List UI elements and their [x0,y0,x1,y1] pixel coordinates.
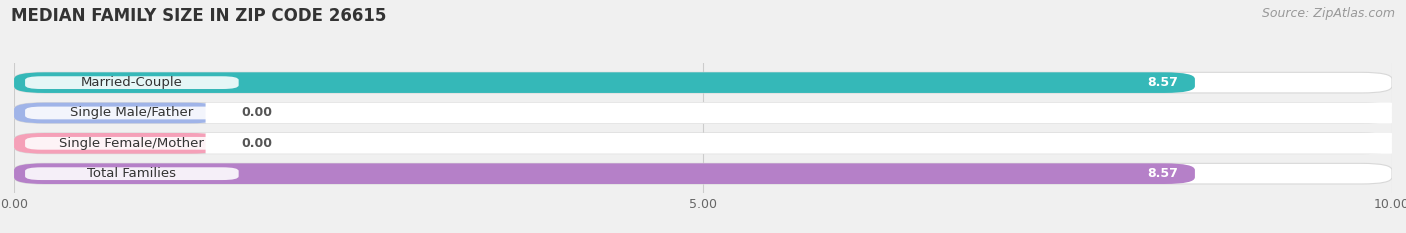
FancyBboxPatch shape [25,167,239,180]
FancyBboxPatch shape [25,137,239,150]
Text: 0.00: 0.00 [242,137,273,150]
Text: Total Families: Total Families [87,167,176,180]
Text: 8.57: 8.57 [1147,76,1178,89]
Text: Single Female/Mother: Single Female/Mother [59,137,204,150]
FancyBboxPatch shape [14,72,1195,93]
FancyBboxPatch shape [14,163,1392,184]
Text: Single Male/Father: Single Male/Father [70,106,194,120]
FancyBboxPatch shape [25,107,239,119]
FancyBboxPatch shape [14,133,221,154]
Text: MEDIAN FAMILY SIZE IN ZIP CODE 26615: MEDIAN FAMILY SIZE IN ZIP CODE 26615 [11,7,387,25]
Text: Married-Couple: Married-Couple [82,76,183,89]
FancyBboxPatch shape [14,103,1392,123]
Text: 0.00: 0.00 [242,106,273,120]
FancyBboxPatch shape [25,76,239,89]
FancyBboxPatch shape [14,72,1392,93]
FancyBboxPatch shape [14,103,221,123]
FancyBboxPatch shape [14,133,1392,154]
Text: 8.57: 8.57 [1147,167,1178,180]
Text: Source: ZipAtlas.com: Source: ZipAtlas.com [1261,7,1395,20]
FancyBboxPatch shape [205,133,1392,154]
FancyBboxPatch shape [14,163,1195,184]
FancyBboxPatch shape [205,103,1392,123]
